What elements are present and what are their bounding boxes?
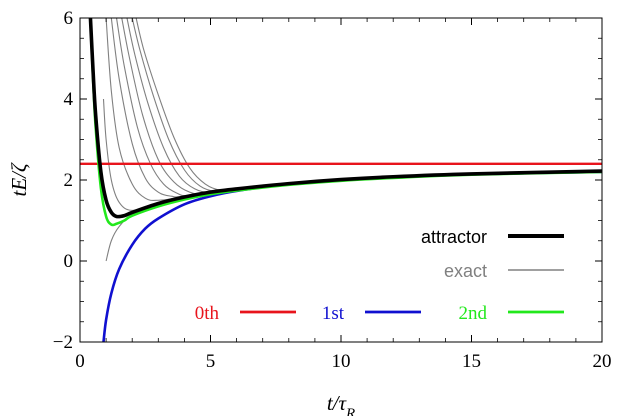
exact-curve-4 [115, 18, 602, 197]
x-tick-label: 10 [332, 351, 351, 372]
x-axis-label: t/τR [327, 391, 355, 416]
y-tick-label: 4 [64, 89, 74, 110]
legend-label-2nd: 2nd [459, 303, 488, 324]
exact-curve-5 [121, 18, 602, 195]
y-tick-label: 6 [64, 8, 74, 29]
y-tick-label: 2 [64, 170, 74, 191]
exact-curve-7 [131, 18, 602, 193]
x-tick-label: 20 [593, 351, 612, 372]
legend-label-0th: 0th [195, 303, 220, 324]
y-tick-label: −2 [53, 332, 73, 353]
x-tick-label: 0 [75, 351, 85, 372]
x-tick-label: 5 [206, 351, 216, 372]
exact-curves [102, 18, 602, 262]
y-axis-label: tE/ζ [7, 162, 31, 196]
legend: attractor exact 0th 1st 2nd [195, 227, 564, 324]
series-lines [80, 18, 602, 342]
series-line-attractor [88, 18, 602, 219]
x-tick-label: 15 [462, 351, 481, 372]
exact-curve-6 [126, 18, 602, 193]
legend-label-1st: 1st [322, 303, 345, 324]
legend-label-exact: exact [444, 261, 487, 281]
legend-label-attractor: attractor [421, 227, 487, 247]
exact-curve-0 [105, 170, 602, 262]
y-tick-label: 0 [64, 251, 74, 272]
